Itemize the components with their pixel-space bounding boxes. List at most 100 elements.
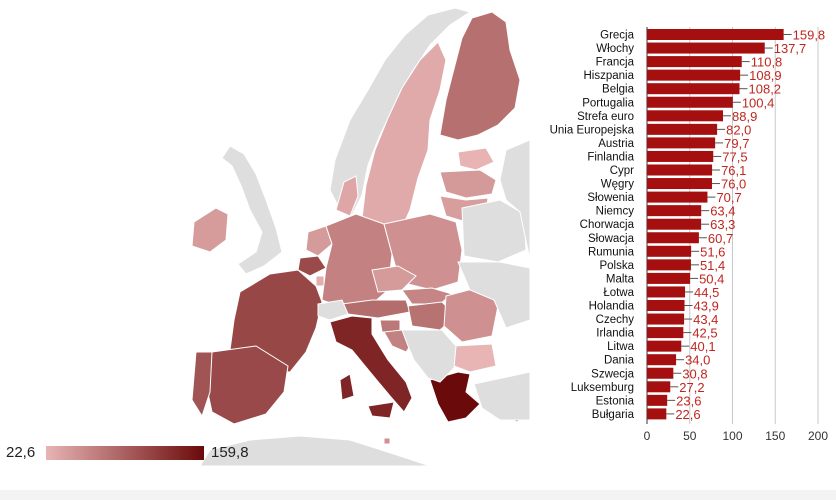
value-label: 30,8: [682, 366, 707, 381]
category-label: Unia Europejska: [550, 124, 635, 136]
value-label: 108,2: [749, 82, 782, 97]
bar: [647, 29, 784, 40]
category-label: Grecja: [600, 30, 634, 42]
map-region-afryka-północna: [199, 435, 431, 466]
legend-max-label: 159,8: [211, 444, 249, 461]
bar: [647, 245, 692, 257]
x-tick-label: 50: [683, 429, 697, 443]
value-label: 22,6: [675, 407, 700, 422]
category-label: Luksemburg: [571, 382, 634, 394]
category-label: Rumunia: [588, 246, 635, 258]
map-region-ukraina: [457, 261, 530, 329]
x-tick-label: 100: [722, 429, 742, 443]
bar: [647, 354, 677, 366]
bar: [647, 259, 691, 271]
value-label: 77,5: [722, 149, 747, 164]
category-label: Irlandia: [596, 328, 634, 340]
value-label: 23,6: [676, 393, 701, 408]
category-label: Hiszpania: [584, 70, 635, 82]
value-label: 100,4: [742, 95, 775, 110]
legend-min-label: 22,6: [6, 444, 36, 461]
value-label: 51,6: [700, 244, 725, 259]
category-label: Niemcy: [596, 206, 635, 218]
bar: [647, 394, 668, 406]
category-label: Słowacja: [588, 233, 635, 245]
category-label: Dania: [604, 355, 635, 367]
category-label: Węgry: [601, 179, 634, 191]
category-label: Belgia: [602, 84, 635, 96]
value-label: 108,9: [749, 68, 782, 83]
value-label: 42,5: [692, 326, 717, 341]
value-label: 159,8: [793, 28, 826, 43]
category-label: Austria: [598, 138, 634, 150]
value-label: 60,7: [708, 231, 733, 246]
category-label: Strefa euro: [577, 111, 634, 123]
map-region-niemcy: [321, 213, 393, 309]
bar: [647, 150, 714, 162]
value-label: 76,0: [721, 177, 746, 192]
value-label: 88,9: [732, 109, 757, 124]
map-region-norwegia: [329, 7, 472, 216]
color-legend: 22,6 159,8: [0, 438, 260, 466]
value-label: 76,1: [721, 163, 746, 178]
map-region-białoruś: [461, 199, 527, 263]
category-label: Francja: [596, 57, 635, 69]
value-label: 40,1: [690, 339, 715, 354]
bar: [647, 164, 713, 176]
value-label: 82,0: [726, 122, 751, 137]
bar: [647, 218, 702, 230]
map-region-luksemburg: [315, 275, 325, 287]
value-label: 79,7: [724, 136, 749, 151]
map-region-dania: [335, 175, 359, 217]
value-label: 43,4: [693, 312, 718, 327]
map-region-wielka-brytania: [221, 145, 283, 275]
x-tick-label: 200: [808, 429, 828, 443]
bar: [647, 367, 674, 379]
bar: [647, 232, 699, 244]
category-label: Portugalia: [582, 97, 634, 109]
map-region-bałkany: [401, 329, 457, 383]
category-label: Bułgaria: [592, 409, 635, 421]
bar: [647, 381, 671, 393]
bar: [647, 178, 712, 190]
bar: [647, 96, 733, 108]
bar: [647, 137, 716, 149]
bar: [647, 56, 742, 68]
map-region-rosja: [499, 139, 530, 261]
map-region-estonia: [457, 147, 495, 171]
x-tick-label: 0: [644, 429, 651, 443]
legend-gradient-bar: [46, 446, 204, 460]
bar: [647, 272, 691, 284]
map-region-finlandia: [439, 11, 521, 141]
map-region-czechy: [371, 265, 417, 293]
map-region-bułgaria: [453, 343, 497, 373]
category-label: Słowenia: [587, 192, 634, 204]
bar: [647, 69, 741, 81]
map-region-turcja: [473, 371, 530, 421]
map-region-włochy: [329, 315, 413, 419]
map-region-portugalia: [191, 351, 213, 418]
bar: [647, 340, 682, 352]
value-label: 34,0: [685, 353, 710, 368]
bar: [647, 300, 685, 311]
bottom-strip: [0, 490, 836, 500]
bar: [647, 286, 686, 298]
bar: [647, 110, 724, 122]
map-region-belgia: [297, 255, 327, 277]
choropleth-map: [191, 7, 530, 466]
map-region-szwajcaria: [317, 299, 349, 321]
x-tick-label: 150: [765, 429, 785, 443]
value-label: 70,7: [716, 190, 741, 205]
value-label: 63,4: [710, 204, 735, 219]
category-label: Chorwacja: [580, 219, 635, 231]
bar: [647, 123, 718, 135]
map-region-malta: [383, 437, 391, 445]
bar: [647, 327, 684, 339]
value-label: 51,4: [700, 258, 725, 273]
bar: [647, 42, 765, 54]
map-region-irlandia: [191, 207, 229, 253]
bar: [647, 83, 740, 95]
value-label: 63,3: [710, 217, 735, 232]
value-label: 43,9: [694, 299, 719, 314]
bar: [647, 191, 708, 203]
